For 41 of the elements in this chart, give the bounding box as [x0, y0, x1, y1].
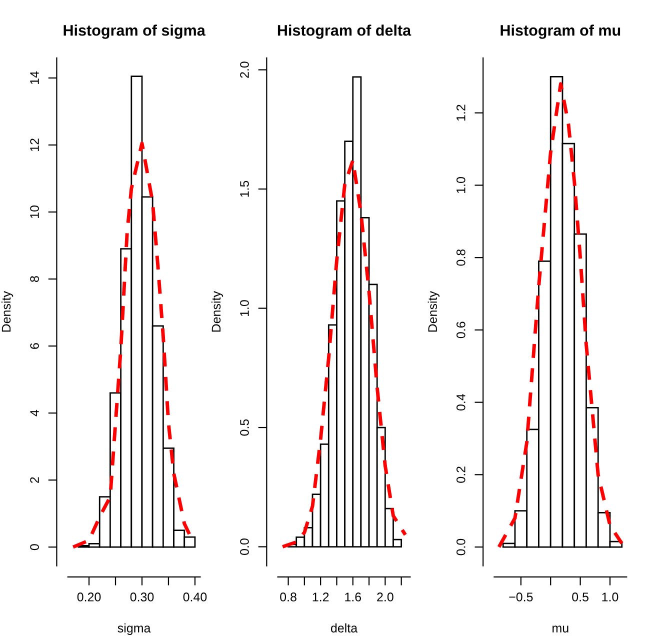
line-series: [280, 158, 408, 548]
y-tick-label: 12: [30, 138, 39, 151]
y-tick-label: 0.5: [240, 419, 249, 436]
x-axis-title: mu: [552, 626, 568, 633]
x-axis-title: sigma: [118, 623, 151, 635]
y-tick-label: 0.4: [456, 394, 466, 411]
line-series: [497, 82, 624, 549]
y-axis-title: Density: [1, 291, 14, 332]
y-tick-label: 0.0: [240, 538, 249, 555]
x-tick-label: 0.40: [183, 592, 207, 602]
chart-title: Histogram of mu: [500, 24, 620, 39]
y-tick-label: 14: [30, 71, 39, 84]
y-tick-label: 1.5: [240, 180, 249, 197]
x-tick-label: 1.2: [312, 592, 329, 602]
y-tick-label: 4: [30, 410, 39, 416]
x-tick-label: −0.5: [509, 592, 533, 602]
x-axis-title: delta: [330, 623, 358, 633]
chart-title: Histogram of delta: [278, 24, 412, 39]
x-tick-label: 0.20: [77, 592, 101, 602]
y-tick-label: 0.6: [456, 322, 466, 338]
x-tick-label: 0.5: [572, 592, 588, 602]
y-tick-label: 1.0: [456, 177, 466, 193]
x-tick-label: 1.0: [602, 592, 618, 602]
y-axis-title: Density: [428, 291, 440, 332]
y-tick-label: 1.0: [240, 300, 249, 316]
y-tick-label: 0.8: [456, 249, 466, 266]
y-tick-label: 8: [30, 276, 39, 282]
y-tick-label: 0: [30, 544, 39, 550]
y-tick-label: 10: [30, 206, 39, 218]
y-tick-label: 6: [30, 343, 39, 349]
chart-title: Histogram of sigma: [64, 24, 206, 39]
y-tick-label: 0.2: [456, 466, 466, 483]
x-tick-label: 2.0: [377, 592, 394, 602]
x-tick-label: 1.6: [345, 592, 362, 602]
y-tick-label: 2: [30, 477, 39, 483]
x-tick-label: 0.30: [130, 592, 154, 602]
y-tick-label: 1.2: [456, 104, 466, 121]
y-axis-title: Density: [211, 291, 224, 332]
y-tick-label: 0.0: [456, 538, 466, 556]
x-tick-label: 0.8: [280, 592, 296, 602]
y-tick-label: 2.0: [240, 62, 249, 78]
